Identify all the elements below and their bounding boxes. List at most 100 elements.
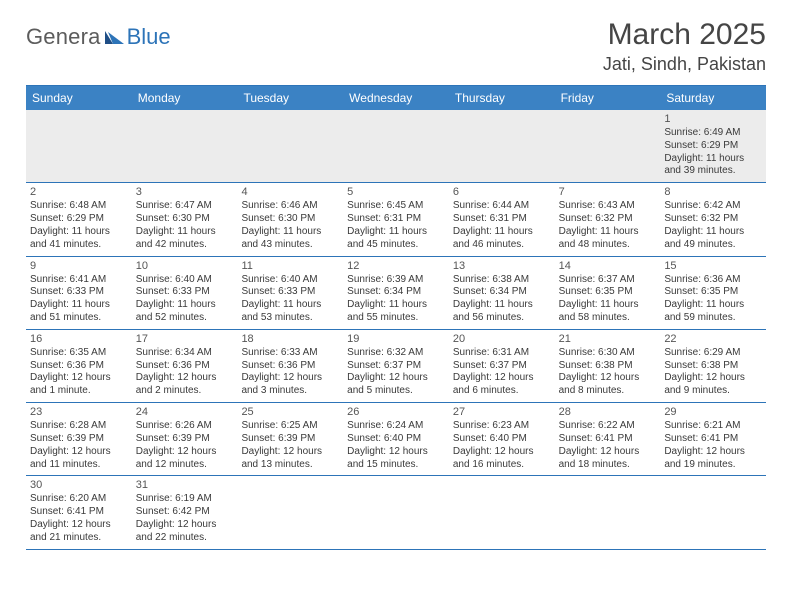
- sunrise-text: Sunrise: 6:34 AM: [136, 347, 234, 360]
- day-number: 6: [453, 185, 551, 199]
- daylight-text: Daylight: 12 hours and 11 minutes.: [30, 446, 128, 472]
- sunset-text: Sunset: 6:42 PM: [136, 506, 234, 519]
- day-number: 31: [136, 478, 234, 492]
- daylight-text: Daylight: 11 hours and 39 minutes.: [664, 153, 762, 179]
- weekday-friday: Friday: [555, 86, 661, 110]
- day-cell: 14Sunrise: 6:37 AMSunset: 6:35 PMDayligh…: [555, 257, 661, 329]
- sunset-text: Sunset: 6:35 PM: [559, 286, 657, 299]
- day-number: 21: [559, 332, 657, 346]
- day-cell: 21Sunrise: 6:30 AMSunset: 6:38 PMDayligh…: [555, 330, 661, 402]
- day-cell: [343, 476, 449, 548]
- header: Genera Blue March 2025 Jati, Sindh, Paki…: [26, 18, 766, 75]
- day-cell: 29Sunrise: 6:21 AMSunset: 6:41 PMDayligh…: [660, 403, 766, 475]
- sunset-text: Sunset: 6:33 PM: [30, 286, 128, 299]
- sunset-text: Sunset: 6:30 PM: [136, 213, 234, 226]
- daylight-text: Daylight: 12 hours and 12 minutes.: [136, 446, 234, 472]
- day-cell: 2Sunrise: 6:48 AMSunset: 6:29 PMDaylight…: [26, 183, 132, 255]
- sunrise-text: Sunrise: 6:46 AM: [241, 200, 339, 213]
- sunset-text: Sunset: 6:41 PM: [30, 506, 128, 519]
- day-number: 12: [347, 259, 445, 273]
- day-number: 23: [30, 405, 128, 419]
- daylight-text: Daylight: 12 hours and 21 minutes.: [30, 519, 128, 545]
- sunrise-text: Sunrise: 6:45 AM: [347, 200, 445, 213]
- day-cell: 23Sunrise: 6:28 AMSunset: 6:39 PMDayligh…: [26, 403, 132, 475]
- day-number: 1: [664, 112, 762, 126]
- day-cell: 13Sunrise: 6:38 AMSunset: 6:34 PMDayligh…: [449, 257, 555, 329]
- sunset-text: Sunset: 6:37 PM: [347, 360, 445, 373]
- sunrise-text: Sunrise: 6:41 AM: [30, 274, 128, 287]
- sunset-text: Sunset: 6:41 PM: [664, 433, 762, 446]
- daylight-text: Daylight: 11 hours and 58 minutes.: [559, 299, 657, 325]
- day-number: 29: [664, 405, 762, 419]
- day-cell: 6Sunrise: 6:44 AMSunset: 6:31 PMDaylight…: [449, 183, 555, 255]
- day-number: 18: [241, 332, 339, 346]
- sunset-text: Sunset: 6:32 PM: [664, 213, 762, 226]
- day-cell: 4Sunrise: 6:46 AMSunset: 6:30 PMDaylight…: [237, 183, 343, 255]
- day-number: 13: [453, 259, 551, 273]
- day-cell: 28Sunrise: 6:22 AMSunset: 6:41 PMDayligh…: [555, 403, 661, 475]
- sunset-text: Sunset: 6:35 PM: [664, 286, 762, 299]
- week-row: 2Sunrise: 6:48 AMSunset: 6:29 PM Daylight…: [26, 183, 766, 256]
- daylight-text: Daylight: 11 hours and 42 minutes.: [136, 226, 234, 252]
- sunset-text: Sunset: 6:38 PM: [664, 360, 762, 373]
- logo-text-general: Genera: [26, 24, 101, 50]
- daylight-text: Daylight: 12 hours and 1 minute.: [30, 372, 128, 398]
- day-number: 15: [664, 259, 762, 273]
- sunrise-text: Sunrise: 6:19 AM: [136, 493, 234, 506]
- weekday-thursday: Thursday: [449, 86, 555, 110]
- day-cell: [343, 110, 449, 182]
- day-cell: 11Sunrise: 6:40 AMSunset: 6:33 PMDayligh…: [237, 257, 343, 329]
- day-cell: 9Sunrise: 6:41 AMSunset: 6:33 PMDaylight…: [26, 257, 132, 329]
- sunrise-text: Sunrise: 6:25 AM: [241, 420, 339, 433]
- daylight-text: Daylight: 11 hours and 46 minutes.: [453, 226, 551, 252]
- sunrise-text: Sunrise: 6:40 AM: [136, 274, 234, 287]
- sunrise-text: Sunrise: 6:36 AM: [664, 274, 762, 287]
- day-cell: 17Sunrise: 6:34 AMSunset: 6:36 PMDayligh…: [132, 330, 238, 402]
- daylight-text: Daylight: 12 hours and 6 minutes.: [453, 372, 551, 398]
- day-number: 16: [30, 332, 128, 346]
- sunset-text: Sunset: 6:40 PM: [347, 433, 445, 446]
- sunrise-text: Sunrise: 6:31 AM: [453, 347, 551, 360]
- location-text: Jati, Sindh, Pakistan: [603, 54, 766, 75]
- sunset-text: Sunset: 6:37 PM: [453, 360, 551, 373]
- daylight-text: Daylight: 11 hours and 53 minutes.: [241, 299, 339, 325]
- day-cell: [132, 110, 238, 182]
- day-number: 17: [136, 332, 234, 346]
- sunset-text: Sunset: 6:40 PM: [453, 433, 551, 446]
- sunrise-text: Sunrise: 6:44 AM: [453, 200, 551, 213]
- daylight-text: Daylight: 12 hours and 13 minutes.: [241, 446, 339, 472]
- daylight-text: Daylight: 11 hours and 55 minutes.: [347, 299, 445, 325]
- daylight-text: Daylight: 11 hours and 49 minutes.: [664, 226, 762, 252]
- day-cell: 3Sunrise: 6:47 AMSunset: 6:30 PMDaylight…: [132, 183, 238, 255]
- sunrise-text: Sunrise: 6:43 AM: [559, 200, 657, 213]
- week-row: 23Sunrise: 6:28 AMSunset: 6:39 PMDayligh…: [26, 403, 766, 476]
- sunrise-text: Sunrise: 6:47 AM: [136, 200, 234, 213]
- day-number: 2: [30, 185, 128, 199]
- day-cell: 18Sunrise: 6:33 AMSunset: 6:36 PMDayligh…: [237, 330, 343, 402]
- day-cell: [237, 476, 343, 548]
- day-number: 7: [559, 185, 657, 199]
- sunrise-text: Sunrise: 6:42 AM: [664, 200, 762, 213]
- day-cell: 1Sunrise: 6:49 AMSunset: 6:29 PMDaylight…: [660, 110, 766, 182]
- day-cell: 8Sunrise: 6:42 AMSunset: 6:32 PMDaylight…: [660, 183, 766, 255]
- sunset-text: Sunset: 6:31 PM: [453, 213, 551, 226]
- daylight-text: Daylight: 11 hours and 52 minutes.: [136, 299, 234, 325]
- day-cell: 15Sunrise: 6:36 AMSunset: 6:35 PMDayligh…: [660, 257, 766, 329]
- month-title: March 2025: [603, 18, 766, 52]
- sunset-text: Sunset: 6:34 PM: [453, 286, 551, 299]
- day-number: 19: [347, 332, 445, 346]
- daylight-text: Daylight: 12 hours and 15 minutes.: [347, 446, 445, 472]
- day-cell: 5Sunrise: 6:45 AMSunset: 6:31 PMDaylight…: [343, 183, 449, 255]
- sunset-text: Sunset: 6:31 PM: [347, 213, 445, 226]
- sunset-text: Sunset: 6:29 PM: [30, 213, 128, 226]
- weekday-tuesday: Tuesday: [237, 86, 343, 110]
- sunrise-text: Sunrise: 6:21 AM: [664, 420, 762, 433]
- day-cell: [555, 476, 661, 548]
- day-cell: [237, 110, 343, 182]
- sunrise-text: Sunrise: 6:24 AM: [347, 420, 445, 433]
- day-cell: 16Sunrise: 6:35 AMSunset: 6:36 PMDayligh…: [26, 330, 132, 402]
- sunset-text: Sunset: 6:29 PM: [664, 140, 762, 153]
- sunrise-text: Sunrise: 6:48 AM: [30, 200, 128, 213]
- daylight-text: Daylight: 12 hours and 2 minutes.: [136, 372, 234, 398]
- day-number: 30: [30, 478, 128, 492]
